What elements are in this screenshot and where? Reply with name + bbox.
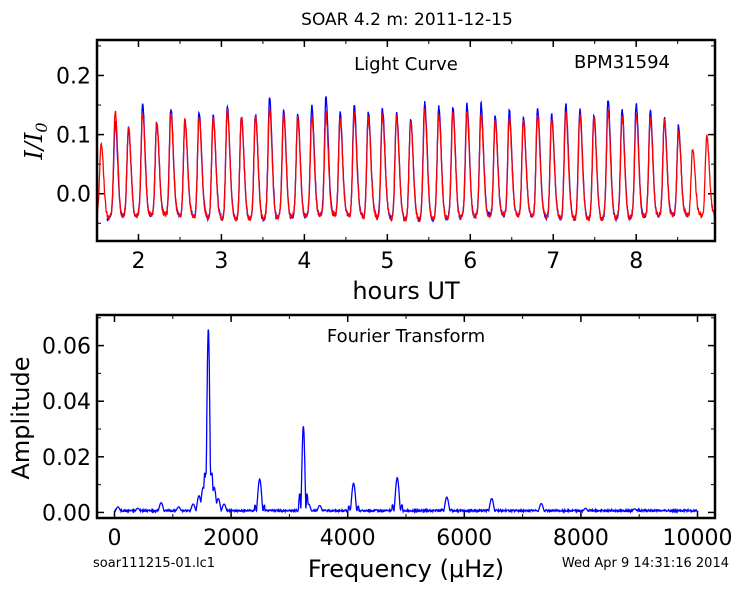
light-curve-y-tick-label: 0.0 bbox=[56, 183, 91, 208]
light-curve-y-axis-label: I/I0 bbox=[20, 122, 51, 160]
light-curve-y-tick-label: 0.2 bbox=[56, 64, 91, 89]
light-curve-x-tick-label: 6 bbox=[463, 249, 477, 274]
light-curve-y-tick-label: 0.1 bbox=[56, 124, 91, 149]
fourier-y-axis-label: Amplitude bbox=[7, 357, 35, 480]
fourier-x-axis-label: Frequency (μHz) bbox=[308, 555, 504, 583]
light-curve-x-tick-label: 2 bbox=[131, 249, 145, 274]
light-curve-line-red bbox=[96, 107, 716, 223]
fourier-y-tick-label: 0.06 bbox=[42, 335, 91, 360]
fourier-series bbox=[114, 329, 698, 515]
footer-filename: soar111215-01.lc1 bbox=[93, 556, 215, 571]
fourier-amplitude-line bbox=[114, 329, 698, 515]
light-curve-x-tick-label: 3 bbox=[214, 249, 228, 274]
fourier-y-tick-label: 0.04 bbox=[42, 390, 91, 415]
fourier-y-tick-label: 0.02 bbox=[42, 446, 91, 471]
light-curve-x-axis-label: hours UT bbox=[352, 277, 460, 305]
light-curve-x-tick-label: 4 bbox=[297, 249, 311, 274]
svg-text:I/I0: I/I0 bbox=[20, 122, 51, 160]
fourier-y-tick-labels: 0.00 0.02 0.04 0.06 bbox=[42, 335, 91, 527]
fourier-x-tick-label: 0 bbox=[107, 526, 121, 551]
fourier-frame bbox=[95, 313, 717, 520]
fourier-x-tick-label: 8000 bbox=[553, 526, 609, 551]
fourier-x-tick-label: 6000 bbox=[436, 526, 492, 551]
light-curve-annotation: Light Curve bbox=[354, 54, 458, 75]
light-curve-x-tick-label: 8 bbox=[629, 249, 643, 274]
light-curve-panel: Light Curve BPM31594 2 3 4 5 6 7 8 0.0 0.1 0.2 h… bbox=[20, 38, 717, 305]
fourier-x-tick-label: 2000 bbox=[203, 526, 259, 551]
light-curve-x-tick-labels: 2 3 4 5 6 7 8 bbox=[131, 249, 643, 274]
figure-title: SOAR 4.2 m: 2011-12-15 bbox=[301, 10, 513, 30]
light-curve-series bbox=[96, 95, 716, 223]
light-curve-line-blue bbox=[106, 95, 688, 223]
light-curve-y-tick-labels: 0.0 0.1 0.2 bbox=[56, 64, 91, 207]
light-curve-x-tick-label: 7 bbox=[546, 249, 560, 274]
fourier-panel: Fourier Transform 0 2000 4000 6000 8000 10000… bbox=[7, 313, 733, 583]
fourier-x-tick-label: 4000 bbox=[320, 526, 376, 551]
fourier-y-tick-label: 0.00 bbox=[42, 501, 91, 526]
fourier-x-tick-labels: 0 2000 4000 6000 8000 10000 bbox=[107, 526, 732, 551]
fourier-annotation: Fourier Transform bbox=[327, 326, 485, 347]
fourier-x-tick-label: 10000 bbox=[663, 526, 733, 551]
star-name-annotation: BPM31594 bbox=[574, 52, 670, 73]
light-curve-frame bbox=[95, 38, 717, 243]
light-curve-x-tick-label: 5 bbox=[380, 249, 394, 274]
footer-timestamp: Wed Apr 9 14:31:16 2014 bbox=[562, 556, 729, 571]
